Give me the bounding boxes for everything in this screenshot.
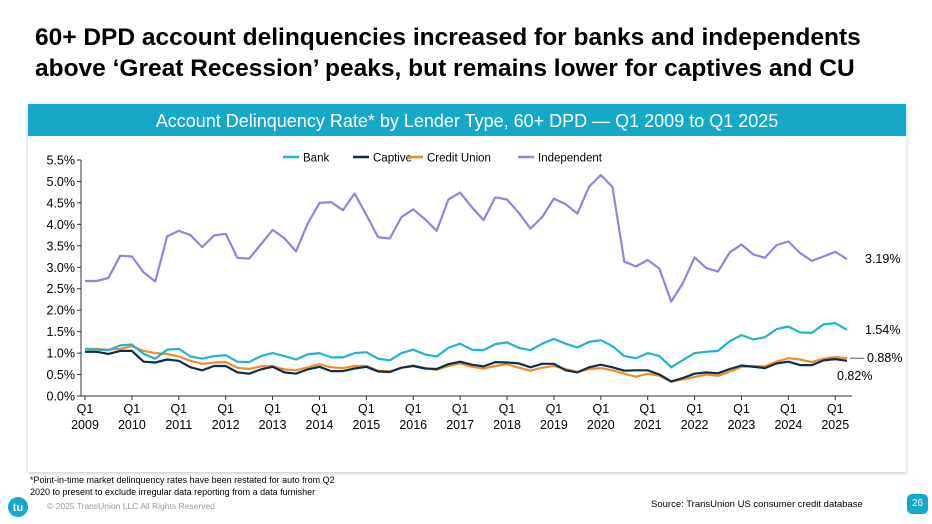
chart-title: Account Delinquency Rate* by Lender Type… [28,104,906,136]
x-tick-label-year: 2022 [681,418,709,432]
y-tick-label: 2.0% [47,304,76,318]
y-tick-label: 2.5% [47,282,76,296]
copyright-text: © 2025 TransUnion LLC All Rights Reserve… [47,501,215,511]
x-tick-label-year: 2009 [71,418,99,432]
footnote-line-1: *Point-in-time market delinquency rates … [30,475,335,485]
x-tick-label-quarter: Q1 [639,402,656,416]
footnote-line-2: 2020 to present to exclude irregular dat… [30,487,316,497]
x-tick-label-year: 2025 [821,418,849,432]
transunion-logo: tu [8,497,28,517]
x-tick-label-year: 2023 [728,418,756,432]
footnote: *Point-in-time market delinquency rates … [30,474,390,498]
legend-label-credit-union: Credit Union [427,153,491,165]
x-tick-label-quarter: Q1 [217,402,234,416]
y-tick-label: 5.0% [47,175,76,189]
x-tick-label-year: 2021 [634,418,662,432]
x-tick-label-year: 2017 [446,418,474,432]
x-tick-label-year: 2015 [352,418,380,432]
x-tick-label-quarter: Q1 [546,402,563,416]
legend-label-independent: Independent [538,153,603,165]
x-tick-label-quarter: Q1 [170,402,187,416]
x-tick-label-year: 2024 [774,418,802,432]
x-tick-label-quarter: Q1 [264,402,281,416]
series-line-independent [85,173,848,303]
y-tick-label: 5.5% [47,154,76,168]
x-tick-label-year: 2010 [118,418,146,432]
legend-label-bank: Bank [303,153,329,165]
logo-text: tu [13,502,23,514]
y-tick-label: 4.0% [47,218,76,232]
x-tick-label-year: 2011 [165,418,192,432]
y-tick-label: 4.5% [47,196,76,210]
series-line-credit-union [85,345,848,383]
x-tick-label-year: 2013 [259,418,287,432]
x-tick-label-year: 2012 [212,418,240,432]
x-tick-label-quarter: Q1 [77,402,94,416]
x-tick-label-quarter: Q1 [592,402,609,416]
end-label-credit-union: 0.88% [867,351,902,365]
source-text: Source: TransUnion US consumer credit da… [651,499,863,510]
y-tick-label: 1.0% [47,347,76,361]
x-tick-label-quarter: Q1 [499,402,516,416]
title-line-1: 60+ DPD account delinquencies increased … [35,24,861,51]
page-number: 26 [907,494,928,514]
end-label-independent: 3.19% [865,252,900,266]
x-tick-label-quarter: Q1 [358,402,375,416]
x-tick-label-year: 2016 [399,418,427,432]
x-tick-label-year: 2014 [306,418,334,432]
y-tick-label: 0.5% [47,368,76,382]
title-line-2: above ‘Great Recession’ peaks, but remai… [35,55,855,82]
x-tick-label-year: 2019 [540,418,568,432]
x-tick-label-year: 2020 [587,418,615,432]
y-tick-label: 1.5% [47,325,76,339]
x-tick-label-year: 2018 [493,418,521,432]
end-label-bank: 1.54% [865,323,900,337]
line-chart: 0.0% 0.5% 1.0% 1.5% 2.0% 2.5% 3.0% 3.5% 4.0% 4.5%… [47,153,903,433]
y-tick-label: 0.0% [47,390,76,404]
x-tick-label-quarter: Q1 [452,402,469,416]
y-tick-label: 3.5% [47,239,76,253]
x-tick-label-quarter: Q1 [733,402,750,416]
chart-panel: Account Delinquency Rate* by Lender Type… [28,104,906,472]
y-tick-label: 3.0% [47,261,76,275]
x-tick-label-quarter: Q1 [827,402,844,416]
legend-label-captive: Captive [373,153,412,165]
x-tick-label-quarter: Q1 [311,402,328,416]
series-line-captive [85,349,848,383]
slide-title: 60+ DPD account delinquencies increased … [35,22,925,84]
x-tick-label-quarter: Q1 [686,402,703,416]
x-tick-label-quarter: Q1 [405,402,422,416]
end-label-captive: 0.82% [837,369,872,383]
x-tick-label-quarter: Q1 [780,402,797,416]
series-line-bank [84,322,848,369]
x-tick-label-quarter: Q1 [124,402,141,416]
